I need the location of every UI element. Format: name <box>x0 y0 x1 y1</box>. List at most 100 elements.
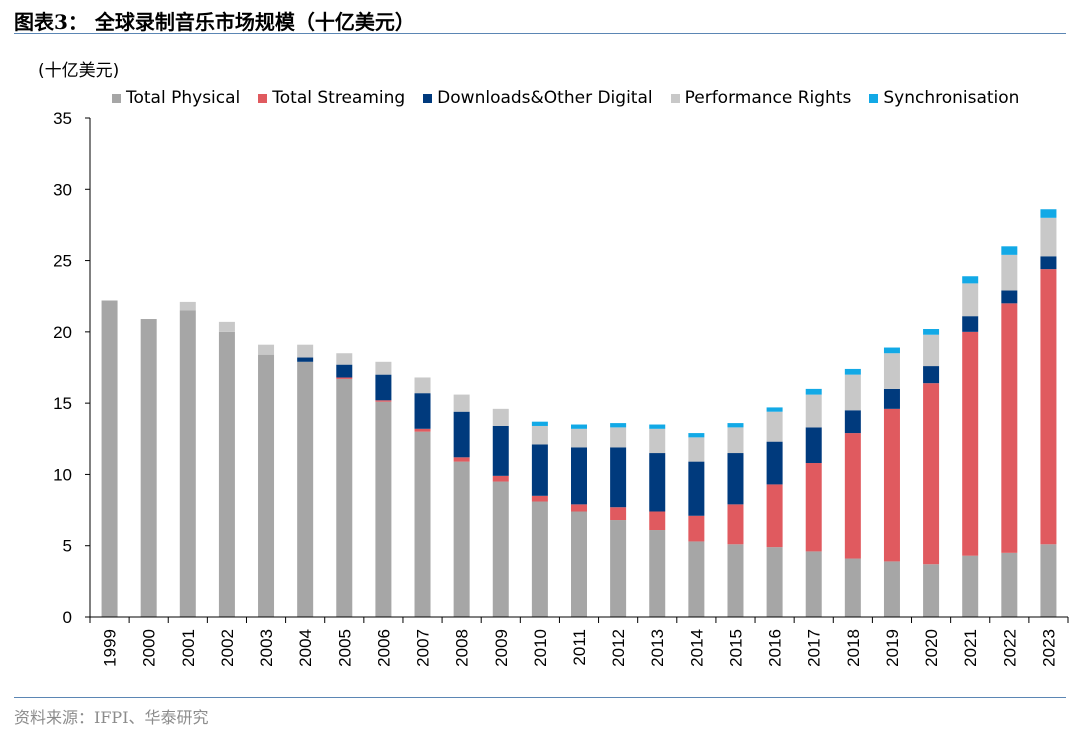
bar-performance-2012 <box>610 427 627 448</box>
bar-physical-2011 <box>571 511 587 617</box>
x-tick-label-2015: 2015 <box>726 629 745 667</box>
bar-physical-2002 <box>218 331 235 617</box>
bar-sync-2021 <box>962 276 979 284</box>
bar-streaming-2011 <box>571 504 587 512</box>
bar-performance-2014 <box>688 437 705 462</box>
legend-label-performance: Performance Rights <box>684 88 852 108</box>
bar-physical-2023 <box>1040 544 1057 617</box>
bar-downloads-2012 <box>610 447 627 508</box>
bar-physical-2004 <box>297 361 314 617</box>
bar-sync-2010 <box>531 421 548 426</box>
x-tick-label-2010: 2010 <box>531 629 550 667</box>
bar-sync-2019 <box>883 347 900 354</box>
bar-physical-2010 <box>531 501 548 617</box>
bar-sync-2013 <box>649 424 666 429</box>
bar-performance-2005 <box>336 353 353 365</box>
chart-legend: Total Physical Total Streaming Downloads&O… <box>112 88 1019 108</box>
bar-physical-2008 <box>453 461 470 617</box>
x-tick-label-2023: 2023 <box>1039 629 1058 667</box>
bar-downloads-2006 <box>375 374 392 401</box>
x-tick-label-2013: 2013 <box>648 629 667 667</box>
y-tick-label-15: 15 <box>53 394 72 413</box>
bar-streaming-2006 <box>375 400 392 402</box>
legend-item-downloads: Downloads&Other Digital <box>423 88 653 108</box>
bar-physical-2016 <box>766 547 783 617</box>
bar-performance-2009 <box>492 408 509 426</box>
x-tick-label-2001: 2001 <box>179 629 198 667</box>
bar-performance-2007 <box>414 377 431 394</box>
x-tick-label-2004: 2004 <box>296 629 315 667</box>
bar-streaming-2008 <box>453 457 470 462</box>
bar-downloads-2019 <box>883 388 900 409</box>
source-divider <box>14 697 1066 698</box>
bar-downloads-2023 <box>1040 256 1057 270</box>
bar-sync-2014 <box>688 433 705 438</box>
source-note: 资料来源：IFPI、华泰研究 <box>14 708 209 727</box>
legend-label-downloads: Downloads&Other Digital <box>437 88 653 108</box>
bar-performance-2017 <box>805 394 822 428</box>
bar-physical-2021 <box>962 555 979 617</box>
bar-downloads-2007 <box>414 393 431 429</box>
bar-downloads-2016 <box>766 441 783 485</box>
legend-item-sync: Synchronisation <box>869 88 1019 108</box>
x-tick-label-2019: 2019 <box>883 629 902 667</box>
bar-streaming-2020 <box>923 383 940 565</box>
bar-downloads-2020 <box>923 366 940 384</box>
legend-item-performance: Performance Rights <box>670 88 852 108</box>
bar-downloads-2004 <box>297 357 314 362</box>
bar-streaming-2013 <box>649 511 666 531</box>
bar-performance-2004 <box>297 344 314 358</box>
bar-downloads-2018 <box>844 410 861 434</box>
legend-item-physical: Total Physical <box>112 88 240 108</box>
x-tick-label-2007: 2007 <box>414 629 433 667</box>
bar-physical-2005 <box>336 378 353 617</box>
bar-downloads-2015 <box>727 453 744 505</box>
x-tick-label-2008: 2008 <box>453 629 472 667</box>
bar-sync-2017 <box>805 388 822 395</box>
bar-streaming-2019 <box>883 408 900 562</box>
bar-performance-2023 <box>1040 217 1057 257</box>
y-tick-label-35: 35 <box>53 109 72 128</box>
bar-performance-2020 <box>923 334 940 367</box>
bar-streaming-2009 <box>492 475 509 482</box>
bar-performance-2018 <box>844 374 861 411</box>
x-tick-label-2021: 2021 <box>961 629 980 667</box>
bar-sync-2015 <box>727 423 744 428</box>
bar-physical-2007 <box>414 431 431 617</box>
legend-label-physical: Total Physical <box>126 88 241 108</box>
bar-physical-2018 <box>844 558 861 617</box>
x-tick-label-2017: 2017 <box>805 629 824 667</box>
bar-downloads-2009 <box>492 425 509 476</box>
legend-swatch-physical <box>112 93 121 103</box>
bar-performance-2013 <box>649 428 666 454</box>
bar-physical-2009 <box>492 481 509 617</box>
legend-label-streaming: Total Streaming <box>272 88 406 108</box>
bar-sync-2012 <box>610 423 627 428</box>
bar-physical-2017 <box>805 551 822 617</box>
bar-physical-2000 <box>140 319 157 617</box>
y-tick-label-10: 10 <box>53 465 72 484</box>
legend-swatch-streaming <box>258 93 268 103</box>
bar-streaming-2010 <box>531 495 548 502</box>
bar-downloads-2017 <box>805 427 822 464</box>
x-tick-label-1999: 1999 <box>101 629 120 667</box>
bar-streaming-2005 <box>336 377 353 379</box>
bar-downloads-2010 <box>531 444 548 496</box>
bar-downloads-2022 <box>1001 290 1018 304</box>
bar-physical-2022 <box>1001 552 1018 617</box>
bar-streaming-2018 <box>844 433 861 559</box>
x-tick-label-2003: 2003 <box>257 629 276 667</box>
bar-sync-2020 <box>923 329 940 335</box>
y-tick-label-0: 0 <box>63 608 72 627</box>
bar-streaming-2015 <box>727 504 744 545</box>
bar-performance-2019 <box>883 353 900 389</box>
x-tick-label-2005: 2005 <box>335 629 354 667</box>
bar-performance-2001 <box>179 301 196 311</box>
bar-sync-2023 <box>1040 209 1057 218</box>
x-tick-label-2012: 2012 <box>609 629 628 667</box>
legend-label-sync: Synchronisation <box>883 88 1020 108</box>
bar-performance-2010 <box>531 425 548 445</box>
bar-physical-2006 <box>375 401 392 617</box>
bar-physical-2013 <box>649 530 666 617</box>
